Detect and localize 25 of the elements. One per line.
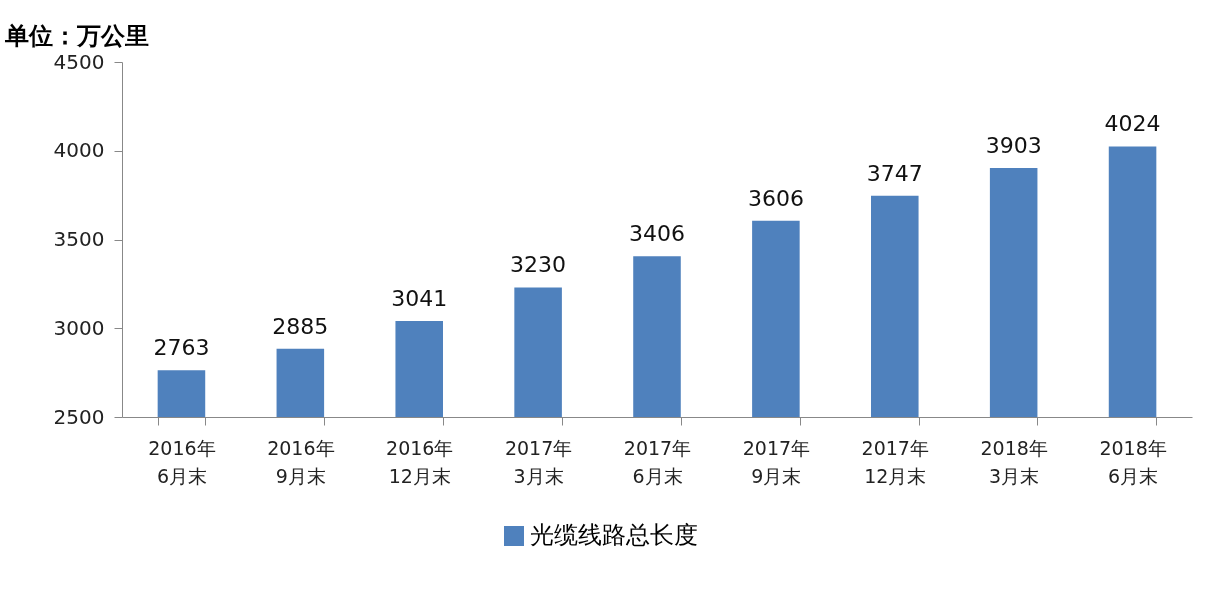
x-tick-label: 2017年 3月末 [504, 436, 573, 487]
data-label: 2885 [272, 313, 329, 339]
data-label: 3230 [510, 252, 567, 278]
data-label: 3606 [747, 185, 804, 211]
x-tick-label: 2017年 9月末 [742, 436, 811, 487]
x-tick-label: 2016年 6月末 [148, 436, 216, 487]
data-label: 3406 [629, 221, 685, 247]
x-tick-label: 2017年 12月末 [861, 436, 929, 487]
x-tick-label: 2016年 12月末 [386, 436, 454, 487]
data-label: 3903 [985, 132, 1042, 158]
legend-label: 光缆线路总长度 [530, 521, 698, 549]
x-tick-label: 2018年 3月末 [980, 436, 1048, 487]
data-label: 4024 [1104, 111, 1161, 137]
data-label: 3041 [391, 285, 448, 311]
x-tick-label: 2016年 9月末 [267, 436, 335, 487]
y-tick-label: 4500 [53, 49, 105, 74]
y-axis-title: 单位：万公里 [3, 21, 149, 50]
x-tick-label: 2017年 6月末 [623, 436, 692, 487]
data-label: 3747 [866, 160, 923, 186]
x-tick-label: 2018年 6月末 [1099, 436, 1167, 487]
y-tick-label: 3500 [53, 227, 105, 251]
data-label: 2763 [153, 335, 210, 361]
y-tick-label: 4000 [53, 138, 105, 163]
y-tick-label: 2500 [53, 404, 105, 429]
y-tick-label: 3000 [53, 315, 105, 340]
